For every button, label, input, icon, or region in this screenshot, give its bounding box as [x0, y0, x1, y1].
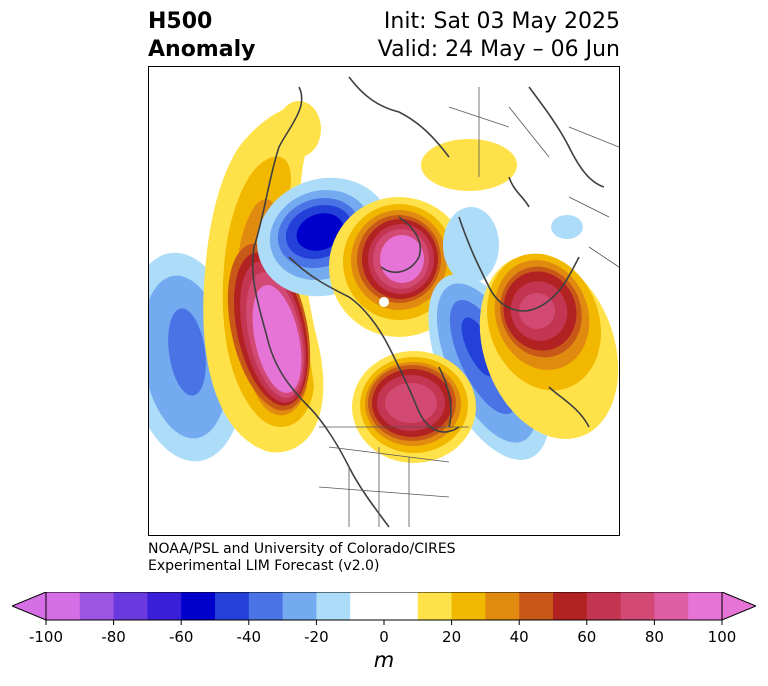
europe-ridge [479, 253, 619, 439]
colorbar-segment [316, 592, 351, 620]
colorbar-segments [46, 592, 723, 620]
colorbar-tick-label: -20 [304, 628, 329, 646]
canada-trough [257, 177, 391, 297]
map-subtitle: Anomaly [148, 37, 256, 62]
colorbar-segment [519, 592, 554, 620]
map-title: H500 [148, 9, 213, 34]
alaska-positive [277, 101, 321, 157]
colorbar-segment [485, 592, 520, 620]
colorbar-tick-label: 100 [708, 628, 737, 646]
title-block-left: H500 Anomaly [148, 8, 255, 64]
country-borders [318, 87, 619, 527]
colorbar-under-arrow [12, 592, 47, 621]
colorbar-segment [688, 592, 723, 620]
colorbar-tick-label: -100 [29, 628, 63, 646]
colorbar-tick-label: -60 [169, 628, 194, 646]
colorbar-segment [282, 592, 317, 620]
map-panel [148, 66, 620, 536]
credit-line-1: NOAA/PSL and University of Colorado/CIRE… [148, 541, 456, 557]
siberia-positive [421, 139, 517, 191]
colorbar-segment [113, 592, 148, 620]
title-block-right: Init: Sat 03 May 2025 Valid: 24 May – 06… [378, 8, 620, 64]
colorbar-tick-label: -40 [237, 628, 262, 646]
colorbar-segment [384, 592, 419, 620]
colorbar-segment [79, 592, 115, 620]
credit-block: NOAA/PSL and University of Colorado/CIRE… [148, 541, 456, 575]
colorbar-segment [654, 592, 689, 620]
coastlines [251, 76, 605, 528]
colorbar-tick-label: 20 [442, 628, 461, 646]
colorbar-tick-label: 40 [510, 628, 529, 646]
colorbar-segment [451, 592, 486, 620]
init-date: Init: Sat 03 May 2025 [383, 9, 620, 34]
valid-dates: Valid: 24 May – 06 Jun [377, 37, 620, 62]
colorbar-segment [417, 592, 453, 620]
eastern-na-ridge [352, 351, 476, 463]
colorbar-segment [248, 592, 284, 620]
colorbar-over-arrow [721, 592, 756, 621]
colorbar-unit-label: m [373, 648, 395, 672]
colorbar-segment [350, 592, 385, 620]
credit-line-2: Experimental LIM Forecast (v2.0) [148, 558, 380, 574]
colorbar-segment [46, 592, 81, 620]
colorbar-segment [586, 592, 622, 620]
colorbar-tick-label: 80 [645, 628, 664, 646]
colorbar-tick-label: 60 [577, 628, 596, 646]
colorbar-segment [181, 592, 216, 620]
colorbar: -100 -80 -60 -40 -20 0 20 40 60 80 100 [12, 592, 756, 646]
colorbar-segment [215, 592, 250, 620]
colorbar-ticks: -100 -80 -60 -40 -20 0 20 40 60 80 100 [29, 620, 736, 646]
colorbar-segment [147, 592, 182, 620]
colorbar-tick-label: 0 [379, 628, 389, 646]
asia-negative [443, 207, 583, 283]
colorbar-tick-label: -80 [101, 628, 126, 646]
arctic-ridge [329, 197, 469, 337]
colorbar-segment [620, 592, 655, 620]
anomaly-map [149, 76, 619, 528]
colorbar-segment [553, 592, 588, 620]
